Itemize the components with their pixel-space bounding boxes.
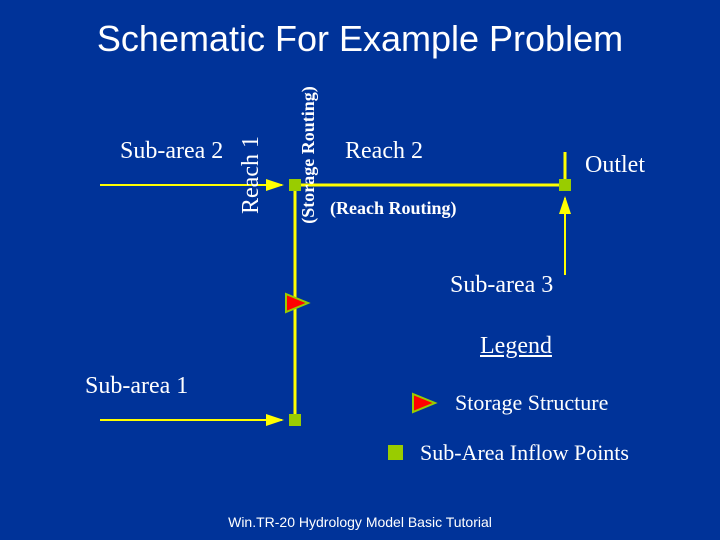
outlet-label: Outlet [585,152,645,179]
subarea3-label: Sub-area 3 [450,272,553,299]
reach-routing-label: (Reach Routing) [330,198,457,219]
legend-inflow-label: Sub-Area Inflow Points [420,440,629,466]
storage-triangle [286,294,308,312]
legend-triangle [413,394,435,412]
reach1-label: Reach 1 [238,105,265,245]
legend-node [388,445,403,460]
reach2-label: Reach 2 [345,138,423,165]
node-bottom [289,414,301,426]
footer-text: Win.TR-20 Hydrology Model Basic Tutorial [0,514,720,530]
subarea2-label: Sub-area 2 [120,138,223,165]
storage-routing-label: (Storage Routing) [298,75,319,235]
subarea1-label: Sub-area 1 [85,373,188,400]
node-top-right [559,179,571,191]
legend-title: Legend [480,333,552,360]
legend-storage-label: Storage Structure [455,390,608,416]
